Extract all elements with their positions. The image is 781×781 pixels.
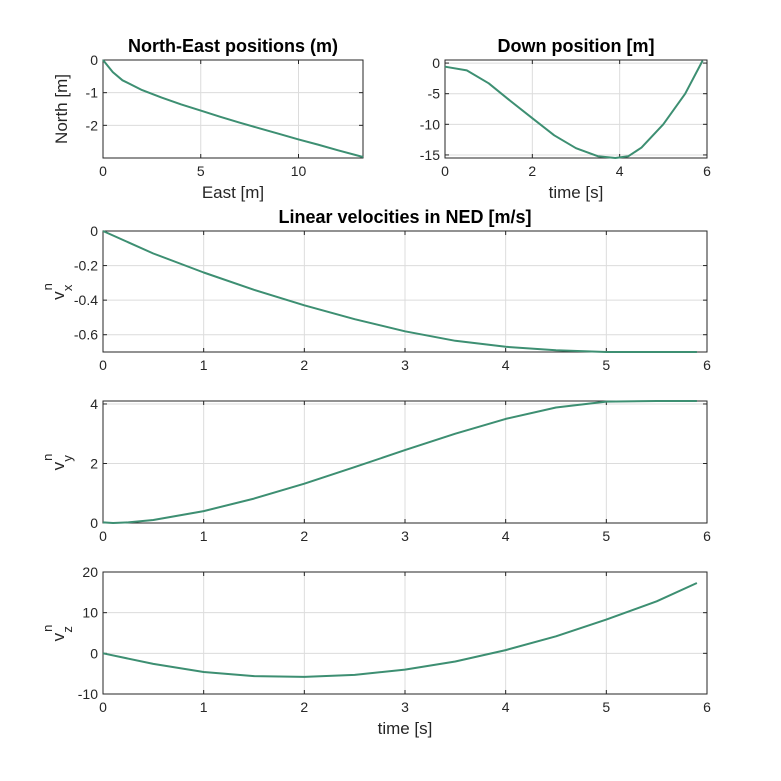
x-tick-label: 4 [502, 357, 510, 373]
x-tick-label: 6 [703, 163, 711, 179]
x-axis-label: time [s] [549, 183, 604, 202]
x-tick-label: 6 [703, 699, 711, 715]
axes-frame [444, 59, 708, 159]
x-tick-label: 0 [99, 528, 107, 544]
y-tick-label: 0 [90, 645, 98, 661]
x-tick-label: 3 [401, 357, 409, 373]
x-tick-label: 5 [602, 357, 610, 373]
y-axis-label-superscript: n [40, 454, 55, 461]
x-tick-label: 2 [300, 699, 308, 715]
y-tick-label: 10 [82, 605, 98, 621]
x-tick-label: 0 [99, 699, 107, 715]
y-tick-label: 0 [90, 223, 98, 239]
chart-vy: 0 1 2 3 4 5 6 0 2 4 vn y [40, 396, 711, 544]
chart-title: North-East positions (m) [128, 36, 338, 56]
x-tick-label: 6 [703, 357, 711, 373]
y-tick-label: -0.6 [74, 327, 98, 343]
y-axis-label: vn x [40, 283, 75, 300]
axes-box [444, 59, 708, 159]
x-tick-label: 5 [602, 528, 610, 544]
axes-frame [102, 59, 364, 159]
chart-ne: 0 5 10 -2 -1 0 North-East positions (m) East [m… [52, 36, 364, 202]
series-line [102, 59, 364, 158]
series-line [102, 582, 698, 678]
x-tick-label: 2 [528, 163, 536, 179]
y-tick-label: 0 [90, 52, 98, 68]
x-tick-label: 4 [502, 528, 510, 544]
x-tick-label: 5 [602, 699, 610, 715]
y-tick-label: 2 [90, 455, 98, 471]
x-tick-label: 3 [401, 699, 409, 715]
x-tick-label: 2 [300, 357, 308, 373]
axes-box [102, 59, 364, 159]
x-tick-label: 1 [200, 528, 208, 544]
x-tick-label: 6 [703, 528, 711, 544]
x-tick-label: 1 [200, 357, 208, 373]
chart-title: Linear velocities in NED [m/s] [278, 207, 531, 227]
y-tick-label: -2 [86, 117, 99, 133]
y-tick-label: -1 [86, 85, 99, 101]
y-axis-label: vn y [40, 454, 75, 471]
y-tick-label: 20 [82, 564, 98, 580]
y-axis-label-superscript: n [40, 625, 55, 632]
y-tick-label: -5 [428, 86, 441, 102]
x-tick-label: 0 [99, 357, 107, 373]
x-tick-label: 2 [300, 528, 308, 544]
y-axis-label: North [m] [52, 74, 71, 144]
y-axis-label-subscript: y [60, 455, 75, 462]
y-axis-label-base: v [49, 461, 68, 470]
x-tick-label: 3 [401, 528, 409, 544]
x-tick-label: 5 [197, 163, 205, 179]
chart-title: Down position [m] [498, 36, 655, 56]
y-tick-label: -0.2 [74, 258, 98, 274]
x-axis-label: time [s] [378, 719, 433, 738]
series-line [102, 230, 697, 353]
chart-vx: 0 1 2 3 4 5 6 -0.6 -0.4 -0.2 0 Linear velocities in… [40, 207, 711, 373]
y-tick-label: -15 [420, 147, 440, 163]
series-line [444, 60, 704, 159]
x-tick-label: 0 [99, 163, 107, 179]
y-axis-label-subscript: x [60, 284, 75, 291]
x-tick-label: 1 [200, 699, 208, 715]
y-tick-label: 0 [432, 55, 440, 71]
x-axis-label: East [m] [202, 183, 264, 202]
y-axis-label-subscript: z [60, 626, 75, 633]
y-tick-label: 0 [90, 515, 98, 531]
y-tick-label: -0.4 [74, 292, 98, 308]
y-axis-label-base: v [49, 291, 68, 300]
chart-down: 0 2 4 6 -15 -10 -5 0 Down position [m] time [s] [420, 36, 711, 202]
x-tick-label: 4 [502, 699, 510, 715]
series-line [102, 400, 697, 524]
x-tick-label: 10 [291, 163, 307, 179]
y-axis-label-superscript: n [40, 283, 55, 290]
x-tick-label: 0 [441, 163, 449, 179]
x-tick-label: 4 [616, 163, 624, 179]
y-axis-label: vn z [40, 625, 75, 642]
y-tick-label: -10 [78, 686, 98, 702]
y-tick-label: 4 [90, 396, 98, 412]
y-axis-label-base: v [49, 632, 68, 641]
y-tick-label: -10 [420, 116, 440, 132]
